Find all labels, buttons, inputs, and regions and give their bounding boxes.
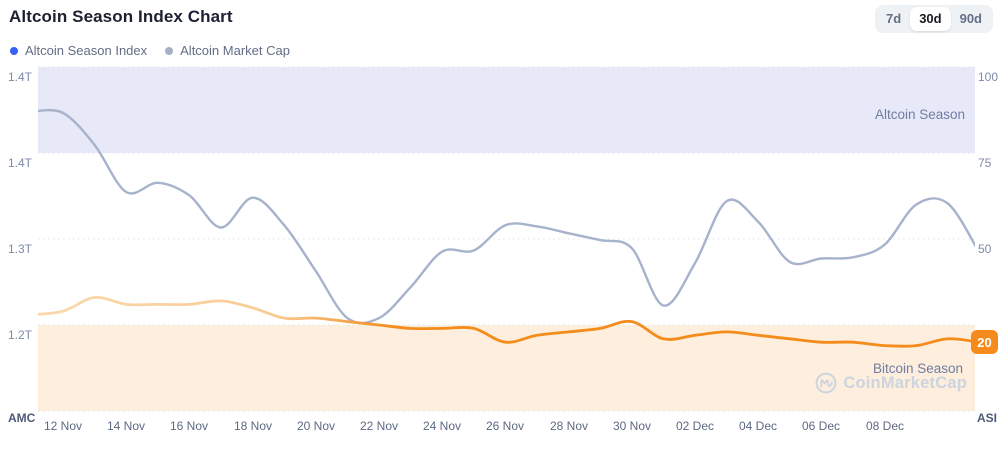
legend-item-altcoin-season-index[interactable]: Altcoin Season Index [10, 43, 147, 58]
left-axis-label: 1.4T [8, 156, 33, 170]
legend-dot-icon [165, 46, 174, 55]
legend-item-altcoin-market-cap[interactable]: Altcoin Market Cap [165, 43, 290, 58]
coinmarketcap-logo-icon [815, 372, 837, 394]
range-button-7d[interactable]: 7d [877, 7, 910, 31]
coinmarketcap-watermark: CoinMarketCap [814, 371, 967, 395]
left-axis-label: 1.2T [8, 328, 33, 342]
x-axis-tick-label: 02 Dec [675, 419, 715, 433]
x-axis-tick-label: 04 Dec [738, 419, 778, 433]
altcoin-season-index-line [38, 296, 975, 348]
x-axis-tick-label: 18 Nov [233, 419, 273, 433]
x-axis-tick-label: 12 Nov [43, 419, 83, 433]
current-index-badge: 20 [971, 330, 998, 354]
range-button-90d[interactable]: 90d [951, 7, 991, 31]
x-axis-tick-label: 14 Nov [106, 419, 146, 433]
time-range-switcher: 7d 30d 90d [875, 5, 993, 33]
left-axis-label: 1.3T [8, 242, 33, 256]
x-axis-tick-label: 08 Dec [865, 419, 905, 433]
right-axis-label: 100 [978, 70, 999, 84]
x-axis-tick-label: 30 Nov [612, 419, 652, 433]
range-button-30d[interactable]: 30d [910, 7, 951, 31]
right-axis-label: 50 [978, 242, 992, 256]
watermark-text: CoinMarketCap [843, 373, 967, 392]
left-axis-label: 1.4T [8, 70, 33, 84]
page-title: Altcoin Season Index Chart [9, 7, 233, 26]
x-axis-tick-label: 24 Nov [422, 419, 462, 433]
right-axis-label: 75 [978, 156, 992, 170]
chart-legend: Altcoin Season Index Altcoin Market Cap [10, 43, 290, 58]
left-axis-title: AMC [8, 411, 36, 425]
x-axis-tick-label: 06 Dec [801, 419, 841, 433]
right-axis-title: ASI [976, 411, 997, 425]
legend-label: Altcoin Market Cap [180, 43, 290, 58]
altcoin-market-cap-line [38, 108, 975, 325]
bitcoin-season-band-label: Bitcoin Season [872, 361, 963, 376]
altcoin-season-band [38, 67, 975, 153]
x-axis-tick-label: 16 Nov [169, 419, 209, 433]
legend-label: Altcoin Season Index [25, 43, 148, 58]
x-axis-tick-label: 26 Nov [485, 419, 525, 433]
x-axis-tick-label: 22 Nov [359, 419, 399, 433]
x-axis-tick-label: 28 Nov [549, 419, 589, 433]
x-axis-tick-label: 20 Nov [296, 419, 336, 433]
legend-dot-icon [10, 46, 18, 55]
altcoin-season-band-label: Altcoin Season [874, 107, 965, 122]
bitcoin-season-band [38, 325, 975, 411]
